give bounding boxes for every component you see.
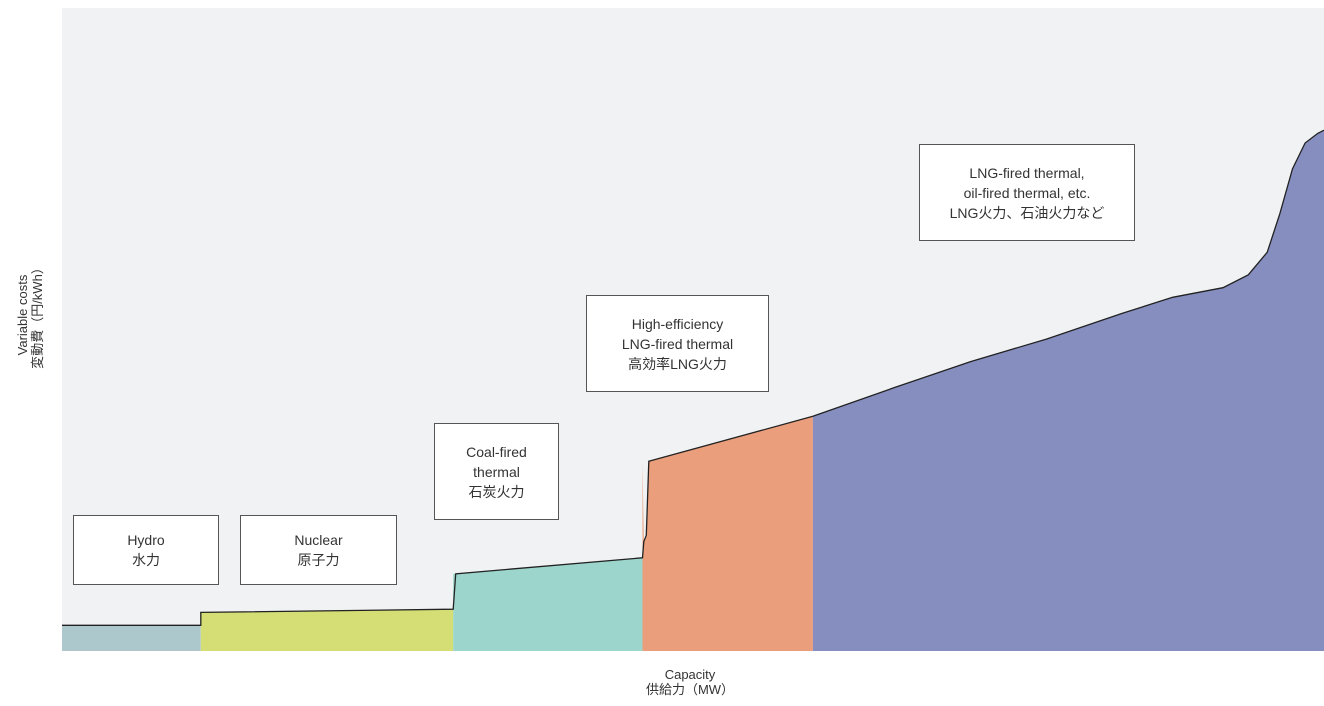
- label-line: 原子力: [297, 552, 340, 568]
- label-line: 高効率LNG火力: [628, 355, 727, 372]
- label-line: 石炭火力: [468, 483, 525, 500]
- area-hydro: [62, 625, 201, 651]
- label-line: thermal: [473, 463, 520, 480]
- variable-cost-curve: [62, 129, 1324, 626]
- label-box-coal: Coal-fired thermal 石炭火力: [434, 423, 559, 520]
- x-axis-title-en: Capacity: [664, 667, 716, 682]
- y-axis-title-ja: 変動費（円/kWh）: [30, 261, 45, 369]
- label-line: LNG-fired thermal,: [969, 164, 1085, 181]
- label-line: 水力: [132, 552, 160, 568]
- area-coal: [453, 557, 643, 651]
- supply-areas: [62, 130, 1324, 651]
- area-high-eff-lng: [642, 416, 813, 651]
- label-box-nuclear: Nuclear 原子力: [240, 515, 397, 585]
- label-box-high-eff-lng: High-efficiency LNG-fired thermal 高効率LNG火力: [586, 295, 769, 392]
- label-line: LNG-fired thermal: [621, 335, 734, 352]
- x-axis-title: Capacity 供給力（MW）: [600, 667, 780, 697]
- label-line: oil-fired thermal, etc.: [963, 184, 1091, 201]
- label-line: High-efficiency: [631, 315, 724, 332]
- label-box-hydro: Hydro 水力: [73, 515, 219, 585]
- y-axis-title: Variable costs 変動費（円/kWh）: [15, 215, 45, 415]
- label-box-lng-oil: LNG-fired thermal, oil-fired thermal, etc…: [919, 144, 1135, 241]
- area-lng-oil: [812, 130, 1324, 651]
- y-axis-title-en: Variable costs: [15, 274, 30, 356]
- label-line: Hydro: [127, 532, 165, 548]
- label-line: Coal-fired: [466, 443, 527, 460]
- label-line: LNG火力、石油火力など: [949, 204, 1105, 221]
- x-axis-title-ja: 供給力（MW）: [645, 682, 735, 697]
- area-nuclear: [200, 609, 454, 651]
- label-line: Nuclear: [294, 532, 343, 548]
